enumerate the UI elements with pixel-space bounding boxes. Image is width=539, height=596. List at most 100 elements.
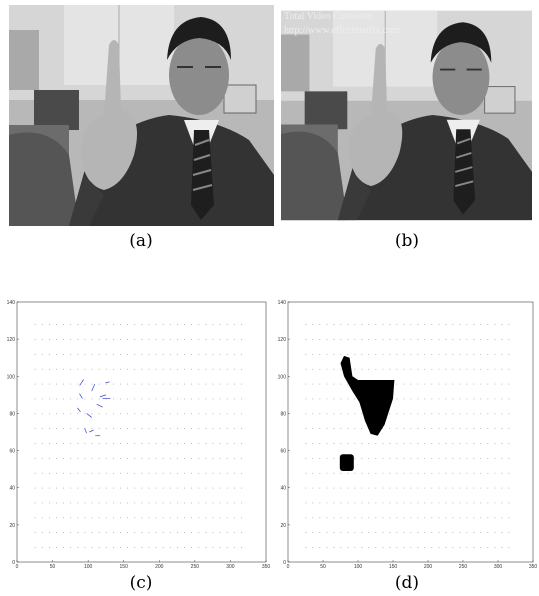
flow-dot bbox=[106, 413, 107, 414]
flow-dot bbox=[320, 532, 321, 533]
flow-dot bbox=[313, 369, 314, 370]
flow-dot bbox=[453, 503, 454, 504]
flow-dot bbox=[241, 458, 242, 459]
flow-dot bbox=[411, 532, 412, 533]
flow-dot bbox=[460, 532, 461, 533]
flow-dot bbox=[99, 547, 100, 548]
flow-dot bbox=[467, 384, 468, 385]
flow-dot bbox=[85, 473, 86, 474]
flow-dot bbox=[460, 354, 461, 355]
flow-dot bbox=[241, 547, 242, 548]
flow-dot bbox=[488, 324, 489, 325]
flow-dot bbox=[439, 324, 440, 325]
flow-dot bbox=[70, 517, 71, 518]
flow-dot bbox=[220, 413, 221, 414]
flow-dot bbox=[453, 458, 454, 459]
y-tick-label: 20 bbox=[9, 523, 15, 529]
flow-dot bbox=[70, 547, 71, 548]
flow-dot bbox=[481, 532, 482, 533]
flow-dot bbox=[383, 488, 384, 489]
flow-dot bbox=[313, 532, 314, 533]
flow-dot bbox=[184, 324, 185, 325]
flow-dot bbox=[481, 413, 482, 414]
flow-dot bbox=[446, 458, 447, 459]
flow-dot bbox=[156, 547, 157, 548]
flow-dot bbox=[77, 443, 78, 444]
flow-dot bbox=[149, 443, 150, 444]
flow-dot bbox=[306, 413, 307, 414]
flow-dot bbox=[481, 488, 482, 489]
flow-dot bbox=[383, 443, 384, 444]
flow-dot bbox=[425, 532, 426, 533]
flow-dot bbox=[488, 532, 489, 533]
flow-dot bbox=[425, 413, 426, 414]
flow-dot bbox=[425, 547, 426, 548]
flow-dot bbox=[404, 324, 405, 325]
flow-dot bbox=[92, 503, 93, 504]
flow-dot bbox=[106, 369, 107, 370]
flow-dot bbox=[106, 503, 107, 504]
flow-dot bbox=[348, 428, 349, 429]
flow-dot bbox=[220, 473, 221, 474]
flow-dot bbox=[460, 399, 461, 400]
flow-dot bbox=[198, 458, 199, 459]
flow-dot bbox=[453, 443, 454, 444]
flow-dot bbox=[362, 458, 363, 459]
flow-dot bbox=[241, 532, 242, 533]
watermark: Total Video Converter bbox=[284, 11, 374, 22]
flow-dot bbox=[127, 384, 128, 385]
flow-dot bbox=[334, 354, 335, 355]
flow-dot bbox=[127, 339, 128, 340]
flow-dot bbox=[502, 369, 503, 370]
flow-dot bbox=[411, 354, 412, 355]
flow-dot bbox=[241, 413, 242, 414]
flow-dot bbox=[149, 488, 150, 489]
flow-dot bbox=[376, 488, 377, 489]
flow-dot bbox=[376, 339, 377, 340]
flow-dot bbox=[127, 488, 128, 489]
flow-dot bbox=[149, 354, 150, 355]
flow-dot bbox=[56, 517, 57, 518]
flow-dot bbox=[120, 339, 121, 340]
flow-dot bbox=[206, 443, 207, 444]
flow-dot bbox=[432, 324, 433, 325]
flow-dot bbox=[120, 547, 121, 548]
flow-dot bbox=[453, 369, 454, 370]
flow-dot bbox=[320, 354, 321, 355]
flow-dot bbox=[334, 443, 335, 444]
flow-dot bbox=[411, 458, 412, 459]
flow-dot bbox=[56, 354, 57, 355]
flow-dot bbox=[474, 324, 475, 325]
flow-dot bbox=[362, 354, 363, 355]
flow-dot bbox=[85, 532, 86, 533]
flow-dot bbox=[198, 324, 199, 325]
flow-dot bbox=[241, 428, 242, 429]
flow-dot bbox=[502, 384, 503, 385]
flow-dot bbox=[502, 399, 503, 400]
flow-dot bbox=[56, 369, 57, 370]
flow-dot bbox=[306, 399, 307, 400]
flow-dot bbox=[355, 354, 356, 355]
flow-dot bbox=[70, 503, 71, 504]
flow-dot bbox=[142, 354, 143, 355]
flow-dot bbox=[488, 458, 489, 459]
flow-dot bbox=[397, 339, 398, 340]
x-tick-label: 150 bbox=[120, 564, 129, 570]
flow-dot bbox=[369, 458, 370, 459]
flow-dot bbox=[191, 369, 192, 370]
flow-dot bbox=[49, 428, 50, 429]
flow-dot bbox=[439, 339, 440, 340]
flow-dot bbox=[439, 384, 440, 385]
flow-dot bbox=[467, 399, 468, 400]
flow-dot bbox=[113, 399, 114, 400]
flow-dot bbox=[149, 458, 150, 459]
flow-dot bbox=[397, 547, 398, 548]
flow-dot bbox=[474, 547, 475, 548]
flow-dot bbox=[49, 443, 50, 444]
flow-dot bbox=[77, 384, 78, 385]
flow-dot bbox=[502, 473, 503, 474]
flow-dot bbox=[509, 473, 510, 474]
flow-dot bbox=[306, 354, 307, 355]
x-tick-label: 250 bbox=[191, 564, 200, 570]
flow-dot bbox=[306, 428, 307, 429]
